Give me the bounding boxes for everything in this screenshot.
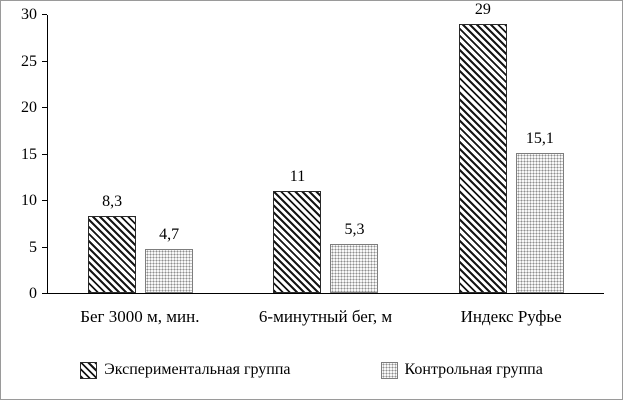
y-tick-mark xyxy=(42,60,47,62)
legend-label: Контрольная группа xyxy=(404,361,543,378)
y-tick-label: 25 xyxy=(21,52,37,70)
legend-item: Контрольная группа xyxy=(380,361,543,379)
bar-value-label: 5,3 xyxy=(344,220,365,238)
category-label: Бег 3000 м, мин. xyxy=(80,307,200,326)
y-tick-label: 30 xyxy=(21,6,37,23)
y-tick-label: 15 xyxy=(21,145,37,163)
y-tick-mark xyxy=(42,107,47,108)
bar-wrap: 29 xyxy=(458,2,507,293)
y-tick-mark xyxy=(42,153,47,155)
bar-value-label: 29 xyxy=(474,1,491,19)
bar-group: 8,3 4,7 xyxy=(88,15,194,293)
bar-control-group xyxy=(515,153,564,293)
legend-item: Экспериментальная группа xyxy=(80,361,291,379)
legend: Экспериментальная группа Контрольная груп… xyxy=(1,361,622,379)
y-tick-label: 5 xyxy=(29,238,37,256)
legend-label: Экспериментальная группа xyxy=(104,361,291,378)
y-tick-label: 20 xyxy=(21,99,37,116)
bar-wrap: 4,7 xyxy=(145,15,194,293)
bar-groups: 8,3 4,7 11 5,3 29 15,1 xyxy=(48,2,604,293)
bar-group: 29 15,1 xyxy=(458,2,564,293)
bar-experimental-group xyxy=(458,24,507,293)
category-label: Индекс Руфье xyxy=(460,307,562,326)
y-tick-mark xyxy=(42,14,47,15)
category-label: 6-минутный бег, м xyxy=(258,307,393,326)
y-axis: 0 5 10 15 20 25 30 xyxy=(7,7,47,302)
plot-area: 8,3 4,7 11 5,3 29 15,1 xyxy=(47,2,604,294)
bar-control-group xyxy=(145,249,194,293)
bar-group: 11 5,3 xyxy=(273,15,379,293)
bar-value-label: 4,7 xyxy=(159,226,180,244)
bar-value-label: 15,1 xyxy=(525,130,554,148)
y-tick-mark xyxy=(42,293,47,294)
legend-swatch-dots xyxy=(380,361,398,379)
bar-experimental-group xyxy=(273,191,322,293)
bar-control-group xyxy=(330,243,379,293)
y-tick-mark xyxy=(42,200,47,201)
bar-wrap: 11 xyxy=(273,15,322,293)
legend-swatch-hatch xyxy=(80,361,98,379)
bar-wrap: 5,3 xyxy=(330,15,379,293)
bar-value-label: 11 xyxy=(289,168,306,186)
bar-wrap: 8,3 xyxy=(88,15,137,293)
bar-wrap: 15,1 xyxy=(515,15,564,293)
category-labels: Бег 3000 м, мин. 6-минутный бег, м Индекс … xyxy=(47,307,604,327)
y-tick-label: 10 xyxy=(21,192,37,209)
y-tick-mark xyxy=(42,246,47,248)
bar-experimental-group xyxy=(88,216,137,293)
bar-value-label: 8,3 xyxy=(102,193,123,211)
y-tick-label: 0 xyxy=(29,285,37,302)
